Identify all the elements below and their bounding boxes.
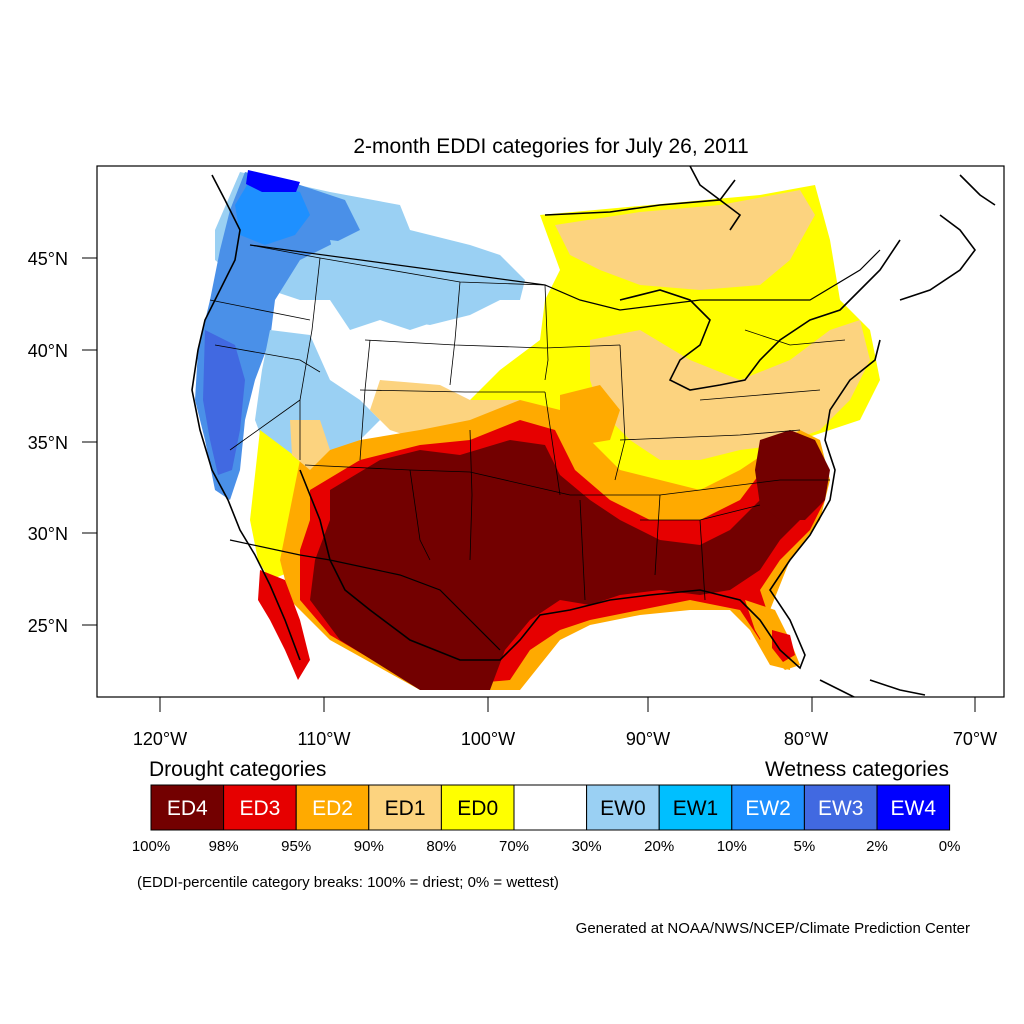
legend-swatch	[223, 784, 297, 831]
legend-break-label: 100%	[132, 838, 170, 855]
texas-oklahoma-ed4-core	[310, 440, 818, 690]
credit-line: Generated at NOAA/NWS/NCEP/Climate Predi…	[576, 920, 970, 937]
us-mexico-border	[229, 539, 501, 651]
legend-swatch	[803, 784, 878, 831]
california-wet-region	[203, 330, 245, 475]
lat-tick-label: 40°N	[28, 341, 68, 361]
legend-break-labels: 100% 98% 95% 90% 80% 70% 30% 20% 10% 5% 2% 0%	[132, 838, 961, 855]
legend-break-label: 2%	[866, 838, 888, 855]
florida-ed3-patch	[772, 630, 795, 662]
lon-tick-label: 80°W	[784, 729, 828, 749]
longitude-axis: 120°W 110°W 100°W 90°W 80°W 70°W	[133, 697, 997, 749]
lon-tick-label: 70°W	[953, 729, 997, 749]
legend-swatch	[876, 784, 951, 831]
legend-category-label: EW4	[891, 797, 937, 820]
legend-break-label: 20%	[644, 838, 674, 855]
canada-ed1-region	[555, 190, 815, 290]
legend-break-label: 10%	[717, 838, 747, 855]
legend-category-label: EW2	[745, 797, 791, 820]
legend-category-label: ED0	[457, 797, 498, 820]
legend-category-label: ED3	[239, 797, 280, 820]
legend-category-label: EW1	[673, 797, 719, 820]
legend-category-label: ED1	[385, 797, 426, 820]
lat-tick-label: 35°N	[28, 433, 68, 453]
legend-break-label: 0%	[939, 838, 961, 855]
great-basin-wet-region	[255, 330, 380, 470]
legend-break-label: 98%	[209, 838, 239, 855]
legend-swatch	[440, 784, 515, 831]
lat-tick-label: 30°N	[28, 524, 68, 544]
lat-tick-label: 45°N	[28, 249, 68, 269]
ohio-valley-ed1-region	[590, 320, 870, 460]
coastlines	[191, 166, 996, 697]
legend-break-label: 5%	[794, 838, 816, 855]
map-panel	[97, 166, 1004, 697]
map-title: 2-month EDDI categories for July 26, 201…	[353, 135, 748, 158]
legend-break-label: 90%	[354, 838, 384, 855]
latitude-axis: 45°N 40°N 35°N 30°N 25°N	[28, 249, 97, 636]
legend-color-bar: ED4 ED3 ED2 ED1 ED0 EW0 EW1 EW2 EW3 EW4	[150, 784, 951, 831]
wetness-categories-heading: Wetness categories	[765, 758, 949, 781]
legend-break-label: 70%	[499, 838, 529, 855]
state-borders	[209, 244, 846, 601]
lon-tick-label: 100°W	[461, 729, 515, 749]
legend-break-label: 95%	[281, 838, 311, 855]
pacific-northwest-wet-core	[235, 180, 310, 245]
map-frame	[96, 165, 1005, 698]
category-breaks-note: (EDDI-percentile category breaks: 100% =…	[137, 874, 559, 891]
lat-tick-label: 25°N	[28, 616, 68, 636]
legend-category-label: ED4	[167, 797, 208, 820]
legend-swatch	[658, 784, 733, 831]
legend-category-label: EW0	[600, 797, 646, 820]
carolina-ed4-region	[755, 430, 830, 520]
lon-tick-label: 120°W	[133, 729, 187, 749]
drought-categories-heading: Drought categories	[149, 758, 326, 781]
legend-break-label: 30%	[572, 838, 602, 855]
legend-swatch	[295, 784, 370, 831]
lon-tick-label: 90°W	[626, 729, 670, 749]
legend-swatch	[513, 784, 588, 831]
washington-ew4-patch	[246, 170, 300, 192]
legend-break-label: 80%	[426, 838, 456, 855]
legend-swatch	[586, 784, 660, 831]
legend-category-label: EW3	[818, 797, 864, 820]
legend-category-label: ED2	[312, 797, 353, 820]
lon-tick-label: 110°W	[298, 729, 351, 749]
legend-swatch	[150, 784, 225, 831]
us-canada-border	[249, 244, 881, 311]
